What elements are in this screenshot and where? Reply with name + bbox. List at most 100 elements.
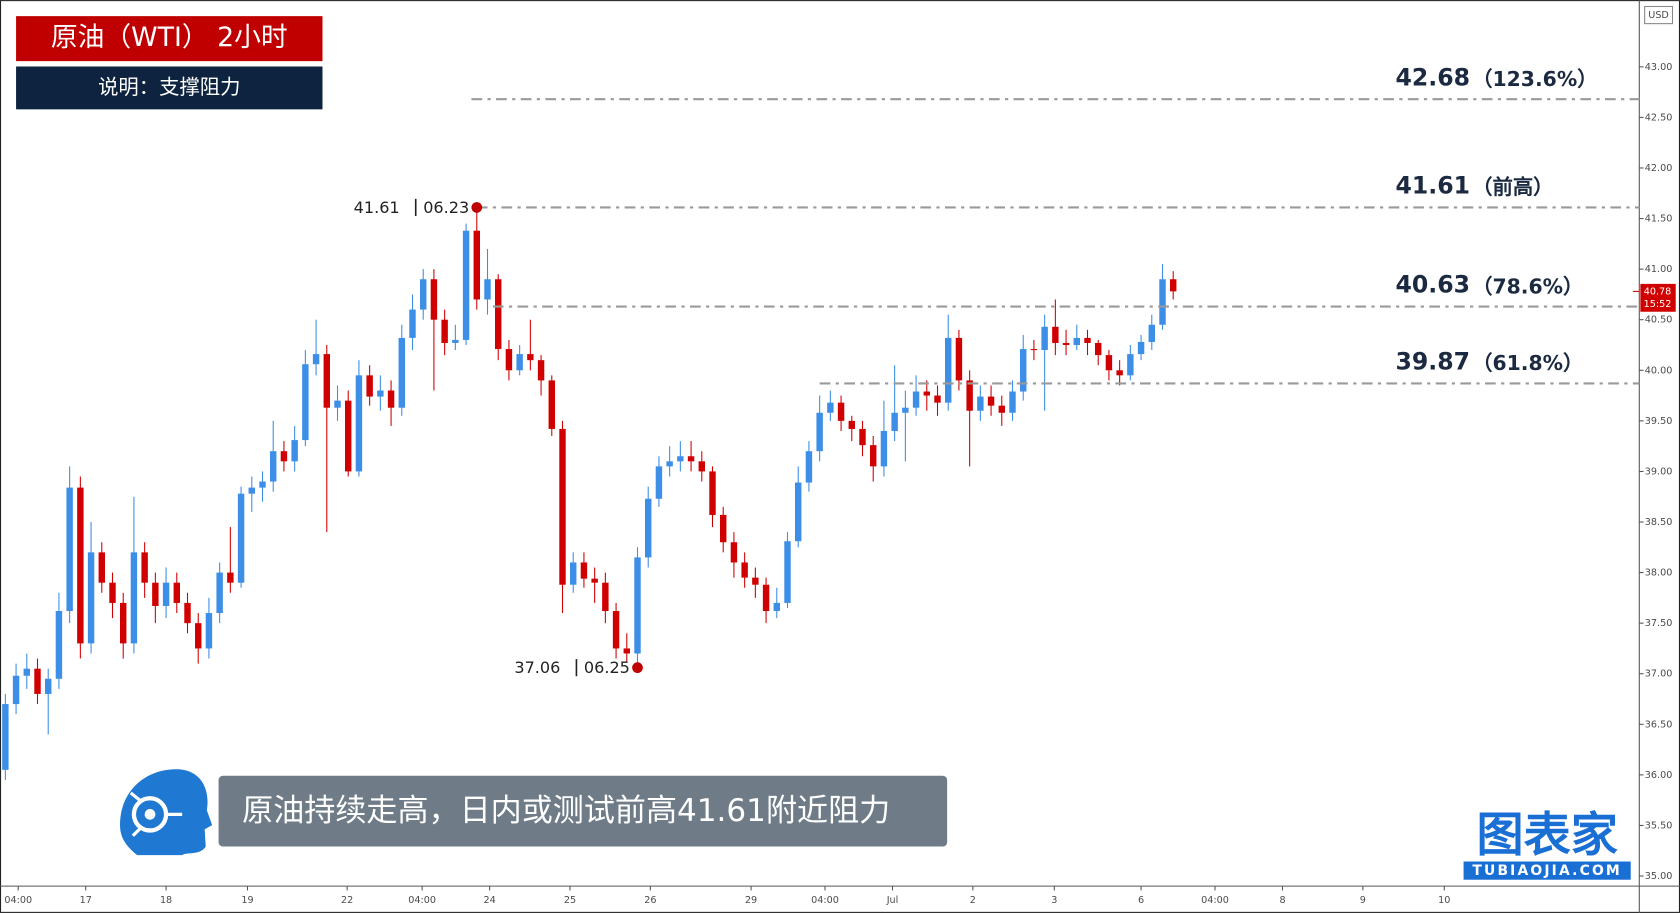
- candle-body: [1105, 355, 1113, 371]
- x-tick-label: Jul: [886, 895, 899, 906]
- extreme-dot: [632, 662, 643, 674]
- candle-body: [1116, 370, 1123, 376]
- x-tick-label: 26: [644, 895, 656, 906]
- y-tick-label: 39.50: [1645, 416, 1673, 427]
- candle-body: [280, 451, 288, 462]
- x-tick-label: 2: [970, 895, 976, 906]
- candle-body: [205, 613, 213, 649]
- logo-name: 图表家: [1476, 808, 1617, 863]
- candle-body: [623, 648, 630, 654]
- level-value: 41.61: [1395, 172, 1470, 200]
- candle-body: [312, 354, 320, 365]
- candle-body: [773, 602, 780, 612]
- y-tick-label: 38.00: [1645, 568, 1673, 579]
- candle-body: [291, 440, 298, 462]
- level-note: （前高）: [1472, 175, 1553, 199]
- x-tick-label: 29: [745, 895, 757, 906]
- chart-title: 原油（WTI） 2小时: [51, 22, 288, 53]
- currency-box: [1644, 5, 1674, 25]
- candle-body: [366, 375, 373, 397]
- candle-body: [537, 360, 545, 381]
- candle-body: [484, 279, 491, 300]
- logo-bar: [1463, 861, 1631, 880]
- candle-body: [1159, 279, 1166, 325]
- x-tick-label: 24: [484, 895, 496, 906]
- countdown: 15:52: [1644, 299, 1672, 310]
- caption: 原油持续走高，日内或测试前高41.61附近阻力: [242, 793, 890, 829]
- candle-body: [677, 456, 684, 462]
- candle-body: [634, 557, 641, 654]
- y-tick-label: 42.00: [1645, 163, 1673, 174]
- candle-body: [1052, 326, 1059, 343]
- candle-body: [816, 412, 823, 452]
- candle-body: [430, 279, 438, 320]
- candle-body: [1084, 337, 1091, 343]
- candle-body: [987, 396, 995, 406]
- candle-body: [227, 572, 234, 583]
- candle-body: [77, 487, 84, 644]
- candle-body: [1073, 337, 1080, 345]
- candle-body: [645, 498, 652, 558]
- candle-body: [248, 487, 255, 494]
- extreme-date: 06.25: [584, 658, 630, 677]
- level-value: 42.68: [1395, 63, 1470, 91]
- x-tick-label: 17: [80, 895, 92, 906]
- candle-body: [237, 493, 245, 583]
- caption-box: [218, 775, 948, 847]
- candle-body: [570, 562, 577, 585]
- candle-body: [709, 471, 716, 515]
- extreme-date: 06.23: [423, 198, 469, 217]
- candle-body: [527, 354, 534, 361]
- title-box: [16, 16, 323, 62]
- candle-body: [173, 582, 180, 603]
- candle-body: [741, 562, 748, 578]
- subtitle-box: [16, 66, 323, 110]
- candle-body: [55, 611, 63, 679]
- candle-body: [891, 412, 898, 431]
- extreme-value: 37.06: [514, 658, 560, 677]
- candle-body: [655, 466, 663, 499]
- candle-body: [355, 375, 363, 472]
- y-tick-label: 39.00: [1645, 466, 1673, 477]
- candle-body: [1030, 349, 1038, 351]
- x-tick-label: 8: [1279, 895, 1285, 906]
- candle-body: [120, 602, 127, 644]
- y-tick-label: 36.00: [1645, 770, 1673, 781]
- candle-body: [495, 279, 502, 350]
- y-tick-label: 40.00: [1645, 365, 1673, 376]
- candle-body: [195, 623, 202, 649]
- candle-body: [23, 668, 30, 676]
- candle-body: [1062, 342, 1070, 345]
- level-value: 39.87: [1395, 348, 1470, 376]
- candle-body: [977, 396, 984, 411]
- candle-body: [162, 582, 170, 606]
- y-tick-label: 36.50: [1645, 719, 1673, 730]
- candle-body: [698, 461, 705, 472]
- candle-body: [1095, 342, 1102, 356]
- candle-body: [762, 584, 770, 612]
- candle-body: [2, 704, 9, 770]
- y-tick-label: 41.50: [1645, 214, 1673, 225]
- candle-body: [420, 279, 427, 310]
- candle-body: [827, 402, 834, 413]
- candle-body: [1041, 326, 1048, 351]
- candle-body: [516, 354, 523, 371]
- candle-body: [409, 309, 416, 338]
- candle-body: [923, 391, 930, 396]
- y-tick-label: 43.00: [1645, 62, 1673, 73]
- candle-body: [966, 380, 973, 411]
- x-tick-label: 04:00: [1201, 895, 1229, 906]
- currency: USD: [1648, 10, 1669, 21]
- candle-body: [345, 400, 352, 472]
- y-tick-label: 35.50: [1645, 820, 1673, 831]
- candle-body: [152, 582, 159, 606]
- candle-body: [912, 391, 920, 408]
- candle-body: [795, 482, 802, 542]
- candle-body: [184, 602, 191, 624]
- candle-body: [216, 572, 223, 614]
- last-price-box: [1640, 283, 1676, 312]
- candle-body: [870, 445, 877, 467]
